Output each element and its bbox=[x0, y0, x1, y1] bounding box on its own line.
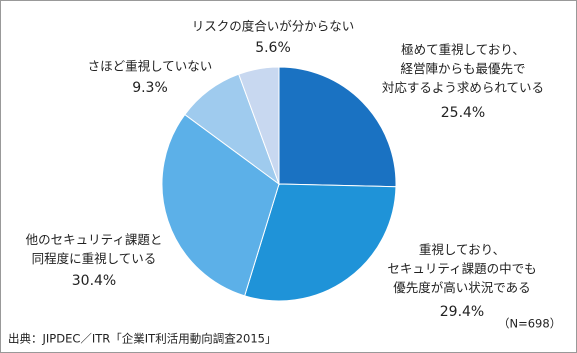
slice-label: さほど重視していない bbox=[88, 59, 213, 74]
pie-slice bbox=[161, 113, 280, 297]
value-label: 9.3% bbox=[132, 80, 168, 96]
slice-label: 極めて重視しており、経営陣からも最優先で対応するよう求められている bbox=[382, 42, 544, 95]
value-label: 25.4% bbox=[441, 105, 485, 121]
source: 出典：JIPDEC／ITR「企業IT利活用動向調査2015」 bbox=[8, 332, 276, 346]
value-label: 30.4% bbox=[72, 273, 116, 289]
slice-label: 重視しており、セキュリティ課題の中でも優先度が高い状況である bbox=[387, 242, 536, 295]
value-label: 5.6% bbox=[255, 40, 291, 56]
pie-slice bbox=[238, 66, 280, 185]
pie-slice bbox=[244, 183, 397, 302]
slice-label: 他のセキュリティ課題と同程度に重視している bbox=[26, 232, 163, 266]
sample-size: （N=698） bbox=[498, 317, 561, 331]
value-label: 29.4% bbox=[440, 304, 484, 320]
pie-slice bbox=[278, 66, 397, 188]
slice-label: リスクの度合いが分からない bbox=[192, 19, 355, 34]
